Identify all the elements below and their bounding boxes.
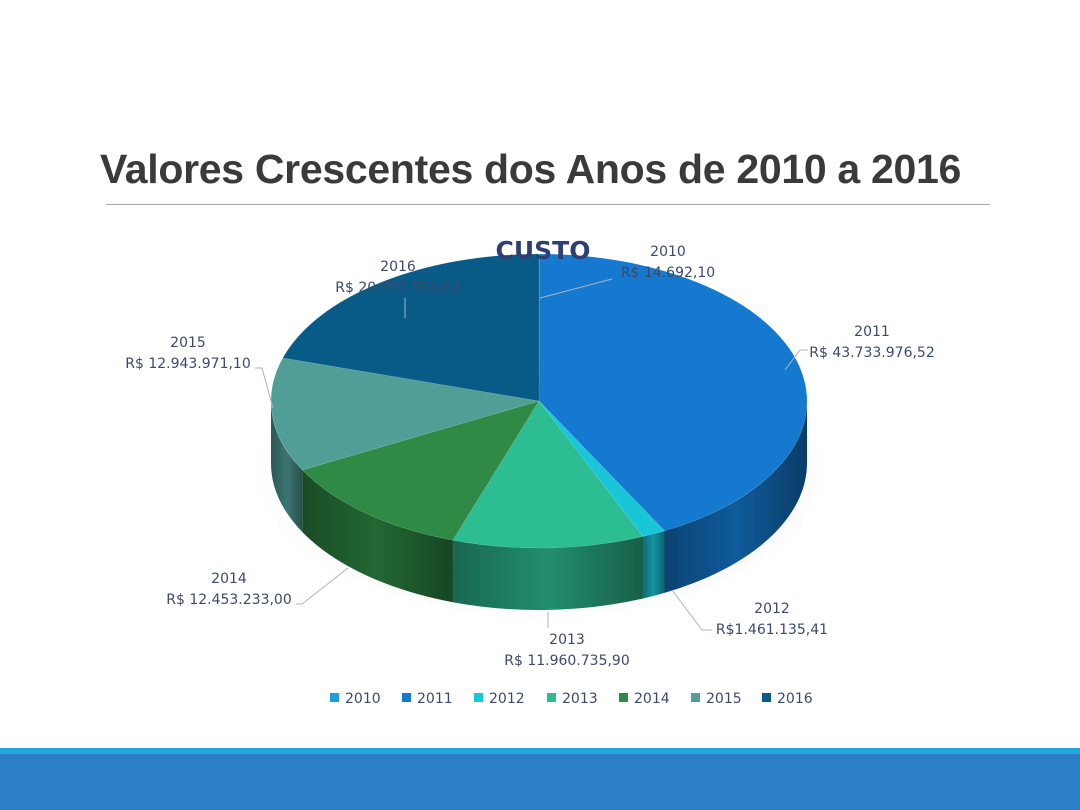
pie-side-2014 [302, 469, 453, 603]
slide-title: Valores Crescentes dos Anos de 2010 a 20… [100, 146, 962, 192]
data-label-value-2013: R$ 11.960.735,90 [504, 653, 630, 669]
legend-swatch-2012 [474, 693, 483, 702]
data-label-value-2014: R$ 12.453.233,00 [166, 592, 292, 608]
legend-label-2012: 2012 [489, 691, 525, 707]
pie-side-2013 [452, 536, 644, 611]
data-label-year-2010: 2010 [650, 244, 686, 260]
legend-swatch-2011 [402, 693, 411, 702]
pie-slice-2012 [538, 400, 666, 537]
chart-title: CUSTO [496, 236, 591, 265]
pie-side-2015 [271, 401, 303, 532]
data-label-year-2014: 2014 [211, 571, 247, 587]
legend-label-2011: 2011 [417, 691, 453, 707]
leader-line-2015 [255, 367, 274, 409]
pie-slice-2015 [270, 357, 540, 471]
pie-side-2012 [643, 530, 665, 599]
legend-swatch-2016 [762, 693, 771, 702]
legend-label-2014: 2014 [634, 691, 670, 707]
pie-slice-2016 [282, 253, 540, 402]
leader-line-2011 [784, 349, 808, 371]
legend-label-2016: 2016 [777, 691, 813, 707]
data-label-value-2016: R$ 20.993.956,60 [335, 280, 461, 296]
data-label-value-2010: R$ 14.692,10 [621, 265, 715, 281]
pie-slice-2011 [538, 253, 808, 532]
legend-label-2010: 2010 [345, 691, 381, 707]
title-divider [106, 204, 990, 205]
data-label-year-2011: 2011 [854, 324, 890, 340]
legend-swatch-2015 [691, 693, 700, 702]
footer-band [0, 748, 1080, 810]
legend-label-2015: 2015 [706, 691, 742, 707]
legend-label-2013: 2013 [562, 691, 598, 707]
data-label-value-2012: R$1.461.135,41 [716, 622, 828, 638]
leader-line-2014 [296, 567, 349, 605]
leader-line-2012 [671, 589, 712, 631]
leader-line-2010 [539, 278, 613, 299]
pie-slice-2014 [301, 400, 540, 541]
data-label-year-2015: 2015 [170, 335, 206, 351]
legend-swatch-2013 [547, 693, 556, 702]
data-label-year-2016: 2016 [380, 259, 416, 275]
data-label-year-2013: 2013 [549, 632, 585, 648]
pie-side-2011 [664, 401, 807, 593]
data-label-year-2012: 2012 [754, 601, 790, 617]
data-label-value-2015: R$ 12.943.971,10 [125, 356, 251, 372]
pie-slice-2013 [452, 400, 644, 549]
legend-swatch-2010 [330, 693, 339, 702]
legend-swatch-2014 [619, 693, 628, 702]
data-label-value-2011: R$ 43.733.976,52 [809, 345, 935, 361]
